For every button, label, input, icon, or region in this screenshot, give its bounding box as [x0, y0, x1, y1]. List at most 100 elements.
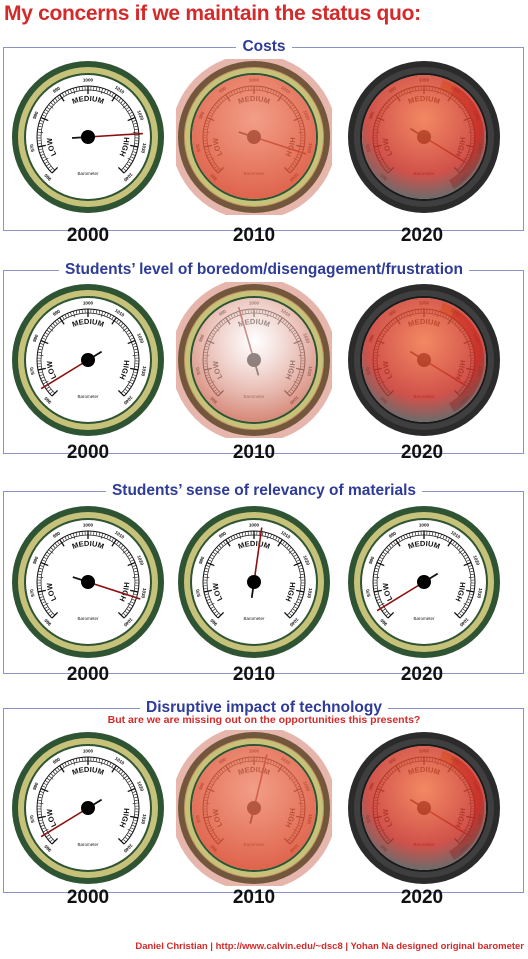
scale-tick: [64, 762, 67, 766]
scale-tick: [469, 567, 474, 570]
scale-tick: [468, 599, 472, 601]
scale-tick: [126, 106, 130, 110]
scale-tick: [38, 148, 43, 151]
scale-tick: [129, 111, 133, 115]
scale-tick: [39, 822, 43, 825]
scale-tick: [56, 767, 60, 771]
scale-tick: [45, 834, 50, 838]
scale-tick: [117, 611, 125, 619]
scale-tick: [134, 573, 139, 575]
scale-tick: [45, 163, 50, 167]
scale-tick: [96, 757, 98, 762]
scale-tick: [470, 570, 474, 573]
scale-tick: [375, 596, 379, 599]
scale-tick: [132, 576, 139, 578]
scale-tick: [262, 531, 264, 536]
scale-tick: [54, 98, 58, 102]
scale-tick: [38, 345, 43, 348]
scale-tick: [54, 321, 58, 325]
scale-tick: [470, 573, 475, 575]
scale-tick: [277, 539, 283, 547]
scale-tick: [298, 599, 302, 601]
scale-tick: [51, 389, 59, 397]
scale-tick: [374, 570, 378, 573]
scale-number: 990: [218, 530, 228, 539]
scale-tick: [464, 606, 468, 609]
scale-tick: [122, 547, 126, 550]
scale-tick: [120, 323, 124, 326]
scale-tick: [382, 551, 386, 555]
scale-tick: [452, 541, 456, 545]
scale-tick: [109, 91, 112, 95]
scale-tick: [134, 799, 139, 801]
scale-tick: [44, 780, 49, 783]
scale-tick: [127, 116, 136, 122]
scale-number: 960: [43, 172, 52, 181]
scale-tick: [59, 94, 65, 102]
scale-tick: [378, 602, 385, 607]
brand-label: Barometer: [413, 616, 435, 621]
year-label: 2010: [232, 442, 276, 463]
brand-label: Barometer: [77, 842, 99, 847]
scale-tick: [127, 554, 132, 557]
scale-tick: [217, 611, 225, 619]
scale-tick: [51, 837, 59, 845]
scale-tick: [50, 102, 54, 105]
scale-tick: [127, 828, 134, 833]
scale-tick: [38, 348, 42, 351]
scale-tick: [75, 310, 78, 314]
scale-number: 1030: [140, 366, 147, 377]
scale-tick: [54, 769, 58, 773]
year-label: 2020: [400, 225, 444, 246]
scale-tick: [98, 310, 101, 314]
scale-number: 1040: [122, 843, 133, 854]
credits-footer: Daniel Christian | http://www.calvin.edu…: [135, 941, 524, 952]
scale-tick: [264, 532, 267, 536]
scale-tick: [266, 533, 270, 540]
scale-tick: [45, 608, 50, 612]
scale-tick: [204, 593, 209, 596]
scale-tick: [282, 541, 286, 545]
scale-tick: [117, 166, 125, 174]
scale-tick: [72, 311, 76, 318]
scale-tick: [111, 537, 115, 542]
scale-tick: [122, 773, 126, 776]
scale-tick: [458, 547, 462, 550]
scale-number: 970: [29, 143, 35, 152]
scale-tick: [122, 549, 128, 554]
scale-tick: [132, 131, 139, 133]
barometer-gauge: 96097098099010001010102010301040MEDIUMLO…: [346, 730, 502, 886]
scale-tick: [56, 541, 60, 545]
scale-number: 1030: [306, 588, 313, 599]
scale-tick: [406, 534, 408, 538]
scale-tick: [214, 549, 220, 554]
scale-number: 1020: [136, 781, 145, 793]
scale-tick: [387, 611, 395, 619]
scale-tick: [37, 128, 42, 130]
scale-tick: [37, 354, 44, 356]
scale-number: 1040: [122, 395, 133, 406]
scale-number: 990: [52, 85, 62, 94]
scale-tick: [67, 535, 70, 539]
scale-tick: [49, 613, 53, 617]
scale-tick: [61, 315, 65, 320]
scale-tick: [132, 565, 137, 567]
scale-tick: [440, 534, 442, 538]
year-label: 2020: [400, 442, 444, 463]
scale-tick: [75, 87, 78, 91]
scale-tick: [51, 611, 59, 619]
barometer-gauge: 96097098099010001010102010301040MEDIUMLO…: [176, 59, 332, 215]
scale-tick: [48, 549, 54, 554]
scale-tick: [39, 120, 44, 122]
scale-tick: [220, 543, 224, 547]
scale-tick: [126, 551, 130, 555]
scale-tick: [291, 611, 295, 614]
scale-tick: [414, 531, 416, 536]
scale-tick: [64, 536, 67, 540]
scale-tick: [210, 606, 214, 609]
scale-tick: [128, 832, 132, 835]
scale-tick: [442, 535, 445, 539]
scale-tick: [127, 109, 132, 112]
